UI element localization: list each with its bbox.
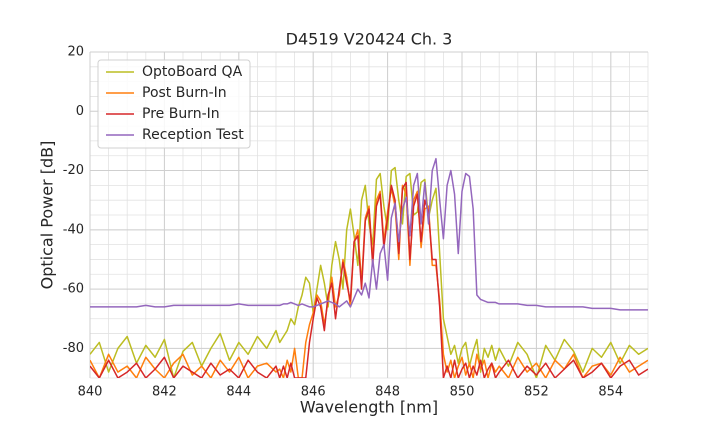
y-tick-label: -80	[63, 341, 84, 356]
series-line	[90, 181, 648, 378]
y-axis-label: Optical Power [dB]	[38, 141, 57, 290]
y-tick-label: -60	[63, 282, 84, 297]
x-tick-label: 852	[524, 385, 549, 400]
plot-lines	[90, 157, 648, 378]
chart-title: D4519 V20424 Ch. 3	[286, 30, 453, 49]
x-tick-label: 846	[301, 385, 326, 400]
x-tick-label: 850	[450, 385, 475, 400]
x-tick-label: 840	[78, 385, 103, 400]
legend-label: OptoBoard QA	[142, 64, 243, 80]
y-tick-label: -40	[63, 222, 84, 237]
legend-label: Reception Test	[142, 127, 244, 143]
y-tick-label: -20	[63, 163, 84, 178]
y-tick-label: 20	[67, 45, 84, 60]
series-line	[90, 157, 648, 311]
x-tick-label: 842	[152, 385, 177, 400]
y-tick-label: 0	[76, 104, 84, 119]
legend-label: Pre Burn-In	[142, 106, 220, 122]
x-tick-label: 854	[598, 385, 623, 400]
legend-label: Post Burn-In	[142, 85, 227, 101]
series-line	[90, 184, 648, 378]
x-axis-label: Wavelength [nm]	[300, 398, 438, 417]
x-tick-label: 848	[375, 385, 400, 400]
legend: OptoBoard QA Post Burn-In Pre Burn-In Recep…	[97, 59, 251, 149]
x-tick-label: 844	[226, 385, 251, 400]
legend-box	[97, 59, 251, 149]
series-line	[90, 166, 648, 378]
